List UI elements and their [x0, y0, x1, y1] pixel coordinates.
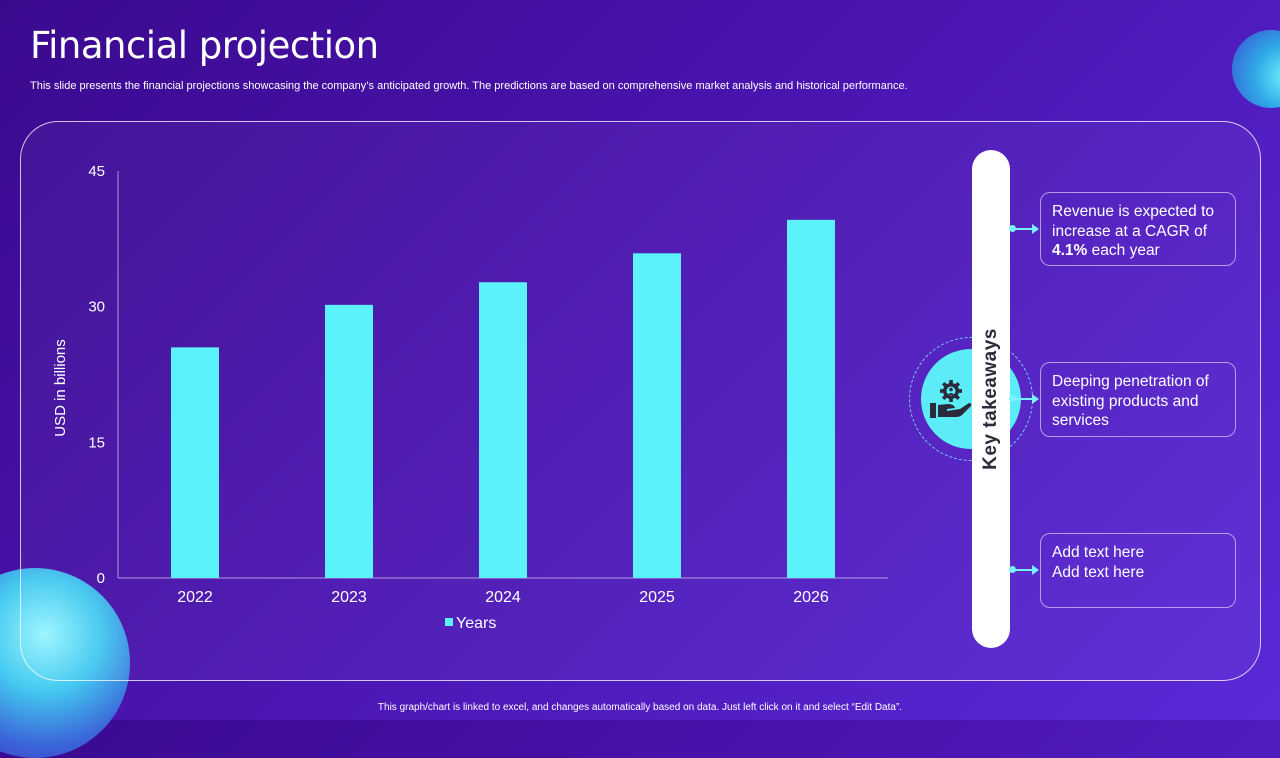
bar-chart[interactable]: 0 15 30 45 USD in billions 2022 2023 2024 2025 20…	[0, 0, 900, 700]
x-tick-label: 2022	[177, 589, 213, 606]
y-tick-label: 30	[88, 299, 105, 316]
x-tick-label: 2025	[639, 589, 675, 606]
page-subtitle: This slide presents the financial projec…	[30, 80, 908, 92]
x-tick-label: 2026	[793, 589, 829, 606]
takeaway-3-text: Add text here Add text here	[1052, 544, 1145, 581]
key-takeaways-bar	[972, 150, 1010, 648]
y-tick-label: 45	[88, 163, 105, 180]
connector-arrow-2	[1009, 394, 1039, 404]
takeaway-box-3[interactable]: Add text here Add text here	[1040, 533, 1236, 608]
legend-swatch	[445, 618, 453, 626]
x-tick-label: 2024	[485, 589, 521, 606]
takeaway-box-2[interactable]: Deeping penetration of existing products…	[1040, 362, 1236, 437]
key-takeaways-label: Key takeaways	[980, 328, 1001, 470]
takeaway-1-suffix: each year	[1087, 242, 1160, 259]
y-tick-label: 15	[88, 434, 105, 451]
takeaway-1-highlight: 4.1%	[1052, 242, 1088, 259]
hand-gear-icon	[930, 380, 972, 418]
connector-arrow-3	[1009, 565, 1039, 575]
y-axis-title: USD in billions	[52, 339, 69, 437]
takeaway-box-1[interactable]: Revenue is expected to increase at a CAG…	[1040, 192, 1236, 266]
legend-label: Years	[456, 615, 496, 632]
takeaway-2-text: Deeping penetration of existing products…	[1052, 373, 1209, 429]
takeaway-1-text: Revenue is expected to increase at a CAG…	[1052, 203, 1214, 240]
bar-2024[interactable]	[479, 282, 527, 578]
bar-2026[interactable]	[787, 219, 835, 578]
footer-note: This graph/chart is linked to excel, and…	[377, 702, 903, 713]
connector-arrow-1	[1009, 224, 1039, 234]
y-tick-label: 0	[97, 570, 105, 587]
bar-2023[interactable]	[325, 304, 373, 578]
bar-2022[interactable]	[171, 347, 219, 578]
decorative-circle-top-right	[1232, 30, 1280, 108]
x-tick-label: 2023	[331, 589, 367, 606]
page-title: Financial projection	[30, 24, 379, 67]
bar-2025[interactable]	[633, 253, 681, 578]
